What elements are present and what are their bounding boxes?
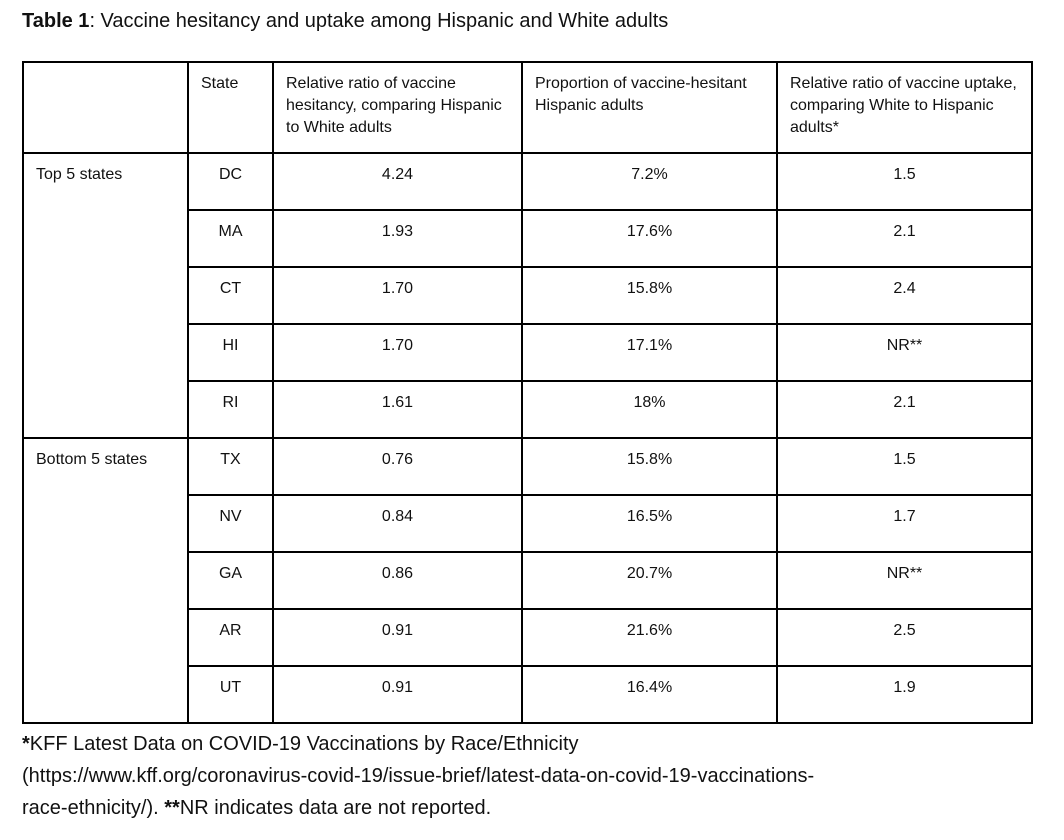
hesitancy-ratio-cell: 1.70 xyxy=(272,266,523,325)
table-row: Top 5 states DC 4.24 7.2% 1.5 xyxy=(22,152,1033,439)
hesitant-proportion-cell: 18% xyxy=(521,380,778,439)
state-cell: TX xyxy=(187,437,274,496)
table-title-text: : Vaccine hesitancy and uptake among His… xyxy=(89,10,669,32)
table-row: CT 1.70 15.8% 2.4 xyxy=(23,266,1033,325)
table-row: Bottom 5 states TX 0.76 15.8% 1.5 xyxy=(22,437,1033,724)
table-body: Top 5 states DC 4.24 7.2% 1.5 MA 1.93 17.6% 2.1 C… xyxy=(22,152,1033,724)
header-row: State Relative ratio of vaccine hesitanc… xyxy=(22,61,1033,154)
uptake-ratio-cell: 2.1 xyxy=(776,380,1033,439)
state-cell: CT xyxy=(187,266,274,325)
table-title-number: Table 1 xyxy=(22,10,90,32)
hesitant-proportion-cell: 21.6% xyxy=(521,608,778,667)
uptake-ratio-cell: 1.7 xyxy=(776,494,1033,553)
footnote: *KFF Latest Data on COVID-19 Vaccination… xyxy=(22,728,1044,824)
uptake-ratio-cell: NR** xyxy=(776,323,1033,382)
table-header: State Relative ratio of vaccine hesitanc… xyxy=(22,61,1033,154)
table-row: MA 1.93 17.6% 2.1 xyxy=(23,209,1033,268)
hesitancy-ratio-cell: 0.91 xyxy=(272,608,523,667)
hesitancy-ratio-cell: 0.91 xyxy=(272,665,523,724)
hesitant-proportion-cell: 20.7% xyxy=(521,551,778,610)
hesitancy-ratio-cell: 0.86 xyxy=(272,551,523,610)
state-cell: MA xyxy=(187,209,274,268)
group-label-cell: Top 5 states xyxy=(22,152,189,439)
header-state: State xyxy=(187,61,274,154)
state-cell: UT xyxy=(187,665,274,724)
table-row: NV 0.84 16.5% 1.7 xyxy=(23,494,1033,553)
state-cell: RI xyxy=(187,380,274,439)
footnote-source-text: KFF Latest Data on COVID-19 Vaccinations… xyxy=(29,733,579,755)
table-row: GA 0.86 20.7% NR** xyxy=(23,551,1033,610)
footnote-url: (https://www.kff.org/coronavirus-covid-1… xyxy=(22,765,815,787)
hesitancy-ratio-cell: 1.93 xyxy=(272,209,523,268)
header-hesitancy-ratio: Relative ratio of vaccine hesitancy, com… xyxy=(272,61,523,154)
table-row: RI 1.61 18% 2.1 xyxy=(23,380,1033,439)
uptake-ratio-cell: NR** xyxy=(776,551,1033,610)
uptake-ratio-cell: 1.5 xyxy=(776,437,1033,496)
group-label-cell: Bottom 5 states xyxy=(22,437,189,724)
hesitancy-ratio-cell: 1.61 xyxy=(272,380,523,439)
state-cell: DC xyxy=(187,152,274,211)
table-row: UT 0.91 16.4% 1.9 xyxy=(23,665,1033,724)
hesitancy-ratio-cell: 1.70 xyxy=(272,323,523,382)
header-empty xyxy=(22,61,189,154)
state-cell: AR xyxy=(187,608,274,667)
hesitant-proportion-cell: 15.8% xyxy=(521,266,778,325)
state-cell: NV xyxy=(187,494,274,553)
uptake-ratio-cell: 1.5 xyxy=(776,152,1033,211)
table-row: AR 0.91 21.6% 2.5 xyxy=(23,608,1033,667)
table-title: Table 1: Vaccine hesitancy and uptake am… xyxy=(22,8,1044,34)
hesitancy-ratio-cell: 0.84 xyxy=(272,494,523,553)
hesitant-proportion-cell: 17.1% xyxy=(521,323,778,382)
state-cell: GA xyxy=(187,551,274,610)
footnote-marker-2: ** xyxy=(164,797,180,819)
header-hesitant-proportion: Proportion of vaccine-hesitant Hispanic … xyxy=(521,61,778,154)
uptake-ratio-cell: 1.9 xyxy=(776,665,1033,724)
hesitant-proportion-cell: 17.6% xyxy=(521,209,778,268)
footnote-nr-text: NR indicates data are not reported. xyxy=(179,797,492,819)
hesitant-proportion-cell: 7.2% xyxy=(521,152,778,211)
vaccine-table: State Relative ratio of vaccine hesitanc… xyxy=(22,61,1033,724)
hesitancy-ratio-cell: 0.76 xyxy=(272,437,523,496)
uptake-ratio-cell: 2.1 xyxy=(776,209,1033,268)
state-cell: HI xyxy=(187,323,274,382)
header-uptake-ratio: Relative ratio of vaccine uptake, compar… xyxy=(776,61,1033,154)
uptake-ratio-cell: 2.5 xyxy=(776,608,1033,667)
hesitant-proportion-cell: 16.4% xyxy=(521,665,778,724)
hesitant-proportion-cell: 16.5% xyxy=(521,494,778,553)
footnote-url-end: race-ethnicity/). xyxy=(22,797,165,819)
footnote-marker-1: * xyxy=(22,733,30,755)
table-row: HI 1.70 17.1% NR** xyxy=(23,323,1033,382)
uptake-ratio-cell: 2.4 xyxy=(776,266,1033,325)
hesitancy-ratio-cell: 4.24 xyxy=(272,152,523,211)
hesitant-proportion-cell: 15.8% xyxy=(521,437,778,496)
